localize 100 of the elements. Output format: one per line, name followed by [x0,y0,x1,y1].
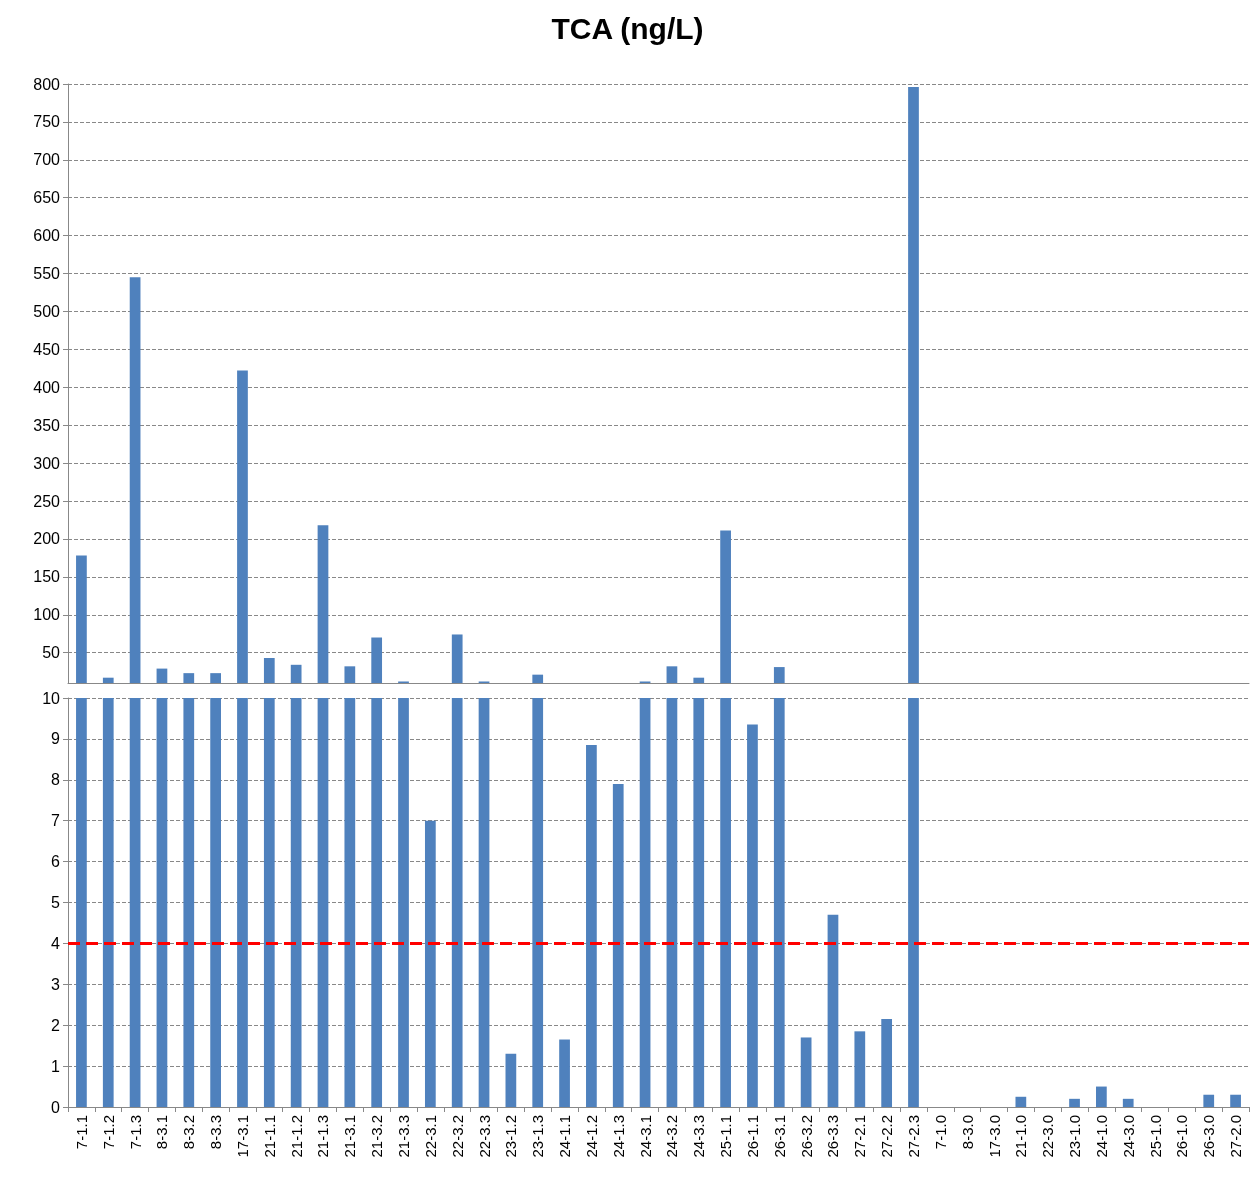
y-tick-label: 200 [33,530,61,548]
bar [747,724,758,1107]
y-tick-label: 1 [51,1057,61,1075]
bar [532,698,544,1107]
x-tick-label: 21-1.3 [314,1115,332,1158]
x-tick-label: 24-3.0 [1119,1115,1137,1158]
y-tick-label: 550 [33,265,61,283]
y-tick-label: 10 [42,689,61,707]
x-tick-label: 21-3.2 [368,1115,386,1158]
x-tick-label: 25-1.1 [717,1115,735,1158]
bar [478,698,490,1107]
y-tick-label: 150 [33,568,61,586]
y-tick-label: 750 [33,113,61,131]
bar [371,698,383,1107]
y-tick-label: 0 [51,1098,61,1116]
bar [773,698,785,1107]
bar [827,914,839,1107]
bar [693,698,705,1107]
bar [183,698,195,1107]
x-tick-label: 23-1.0 [1066,1115,1084,1158]
x-tick-label: 17-3.0 [985,1115,1003,1158]
bar [586,745,597,1107]
x-tick-label: 26-3.2 [797,1115,815,1158]
x-tick-label: 24-3.1 [636,1115,654,1158]
y-tick-label: 800 [33,75,61,93]
bar [639,698,651,1107]
bar [1203,1094,1215,1107]
bar [210,698,221,1107]
y-tick-label: 9 [51,730,61,748]
y-tick-label: 8 [51,771,61,789]
x-tick-label: 27-2.0 [1227,1115,1245,1158]
y-tick-label: 300 [33,454,61,472]
x-tick-label: 24-1.2 [582,1115,600,1158]
x-tick-label: 24-3.2 [663,1115,681,1158]
x-tick-label: 23-1.2 [502,1115,520,1158]
y-tick-label: 3 [51,975,61,993]
bar [854,1031,866,1107]
bar [881,1019,893,1107]
x-tick-label: 25-1.0 [1146,1115,1164,1158]
x-tick-label: 27-2.1 [851,1115,869,1158]
bar [666,698,678,1107]
x-tick-label: 26-3.3 [824,1115,842,1158]
y-tick-label: 2 [51,1016,61,1034]
bar [237,698,248,1107]
bar [398,698,409,1107]
y-tick-label: 700 [33,151,61,169]
y-tick-label: 600 [33,227,61,245]
bar [1069,1098,1080,1107]
bar [290,698,302,1107]
x-tick-label: 7-1.0 [931,1115,949,1150]
x-tick-label: 7-1.1 [72,1115,90,1150]
x-tick-label: 24-3.3 [690,1115,708,1158]
y-tick-label: 450 [33,340,61,358]
bar [1096,1086,1107,1107]
bar [344,698,356,1107]
x-tick-label: 22-3.0 [1039,1115,1057,1158]
x-tick-label: 21-1.1 [260,1115,278,1158]
y-tick-label: 6 [51,853,61,871]
y-tick-label: 7 [51,812,61,830]
x-tick-label: 8-3.3 [207,1115,225,1150]
x-tick-label: 21-3.3 [395,1115,413,1158]
x-tick-label: 24-1.0 [1092,1115,1110,1158]
x-tick-label: 21-1.2 [287,1115,305,1158]
bar [129,698,141,1107]
y-tick-label: 4 [51,934,61,952]
x-tick-label: 26-3.0 [1200,1115,1218,1158]
x-tick-label: 23-1.3 [529,1115,547,1158]
x-tick-label: 8-3.1 [153,1115,171,1150]
bar [505,1053,517,1107]
bar [1122,1098,1134,1107]
x-tick-label: 7-1.2 [99,1115,117,1150]
x-tick-label: 24-1.1 [556,1115,574,1158]
bar [263,698,275,1107]
x-tick-label: 26-1.1 [743,1115,761,1158]
bar [156,698,168,1107]
bar [317,698,329,1107]
x-tick-label: 21-1.0 [1012,1115,1030,1158]
x-tick-label: 8-3.2 [180,1115,198,1150]
x-tick-label: 8-3.0 [958,1115,976,1150]
x-tick-label: 22-3.2 [448,1115,466,1158]
x-tick-label: 26-3.1 [770,1115,788,1158]
bar [1230,1094,1241,1107]
y-tick-label: 650 [33,189,61,207]
bar [76,698,87,1107]
chart-title: TCA (ng/L) [551,11,704,45]
y-tick-label: 250 [33,492,61,510]
y-tick-label: 100 [33,606,61,624]
y-tick-label: 350 [33,416,61,434]
x-tick-label: 27-2.2 [878,1115,896,1158]
bar [424,820,436,1107]
x-tick-label: 24-1.3 [609,1115,627,1158]
y-tick-label: 500 [33,302,61,320]
y-tick-label: 5 [51,894,61,911]
x-tick-label: 22-3.3 [475,1115,493,1158]
x-tick-label: 7-1.3 [126,1115,144,1150]
bar [559,1039,570,1107]
y-tick-label: 400 [33,378,61,396]
x-tick-label: 17-3.1 [233,1115,251,1158]
y-tick-label: 50 [42,644,61,662]
x-tick-label: 27-2.3 [904,1115,922,1158]
